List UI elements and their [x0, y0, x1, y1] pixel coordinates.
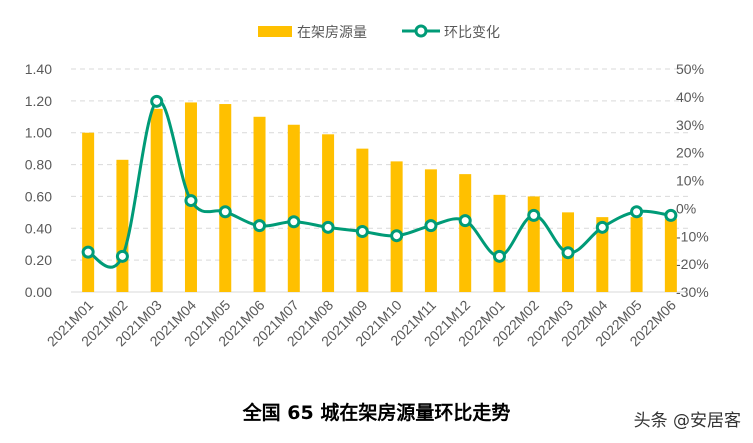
right-tick-label: 30%	[676, 117, 704, 133]
legend: 在架房源量 环比变化	[258, 24, 500, 40]
bar	[493, 194, 506, 292]
bar	[459, 174, 472, 292]
left-tick-label: 1.20	[25, 93, 52, 109]
right-tick-label: 0%	[676, 200, 696, 216]
left-tick-label: 0.20	[25, 252, 52, 268]
line-point	[253, 219, 267, 233]
line-point	[595, 220, 609, 234]
line-point	[150, 94, 164, 108]
legend-line-marker	[414, 24, 428, 38]
left-tick-label: 0.80	[25, 157, 52, 173]
line-point	[527, 208, 541, 222]
right-tick-label: 50%	[676, 61, 704, 77]
line-point	[355, 225, 369, 239]
left-tick-label: 1.00	[25, 125, 52, 141]
bar	[82, 132, 95, 292]
watermark: 头条 @安居客	[633, 411, 741, 431]
right-tick-label: 10%	[676, 173, 704, 189]
bar	[253, 116, 266, 293]
left-tick-label: 0.40	[25, 220, 52, 236]
line-point	[630, 205, 644, 219]
line-point	[390, 229, 404, 243]
line-point	[561, 246, 575, 260]
chart-title: 全国 65 城在架房源量环比走势	[242, 402, 511, 424]
combo-chart: 0.00 0.20 0.40 0.60 0.80 1.00 1.20 1.40 -30% -20%…	[25, 24, 709, 349]
line-point	[664, 208, 678, 222]
left-tick-label: 1.40	[25, 61, 52, 77]
bar	[596, 217, 609, 292]
bar	[390, 161, 403, 292]
right-tick-label: -20%	[676, 256, 709, 272]
line-point	[115, 249, 129, 263]
bar	[116, 159, 129, 292]
bar	[150, 108, 163, 292]
bar	[219, 104, 232, 293]
line-point	[81, 245, 95, 259]
line-point	[458, 214, 472, 228]
line-point	[184, 194, 198, 208]
left-tick-label: 0.00	[25, 284, 52, 300]
bar	[356, 148, 369, 292]
series-line	[87, 99, 672, 269]
left-tick-label: 0.60	[25, 188, 52, 204]
legend-label-bar: 在架房源量	[297, 24, 367, 40]
right-tick-label: 40%	[676, 89, 704, 105]
line-point	[287, 215, 301, 229]
right-tick-label: 20%	[676, 145, 704, 161]
line-point	[321, 220, 335, 234]
legend-bar-swatch	[258, 26, 292, 37]
legend-label-line: 环比变化	[444, 24, 500, 40]
bar	[630, 217, 643, 292]
right-tick-label: -30%	[676, 284, 709, 300]
right-tick-label: -10%	[676, 228, 709, 244]
line-point	[492, 249, 506, 263]
bar	[322, 134, 335, 292]
line-point	[424, 219, 438, 233]
bar	[664, 218, 677, 292]
line-point	[218, 205, 232, 219]
bar	[287, 124, 300, 292]
